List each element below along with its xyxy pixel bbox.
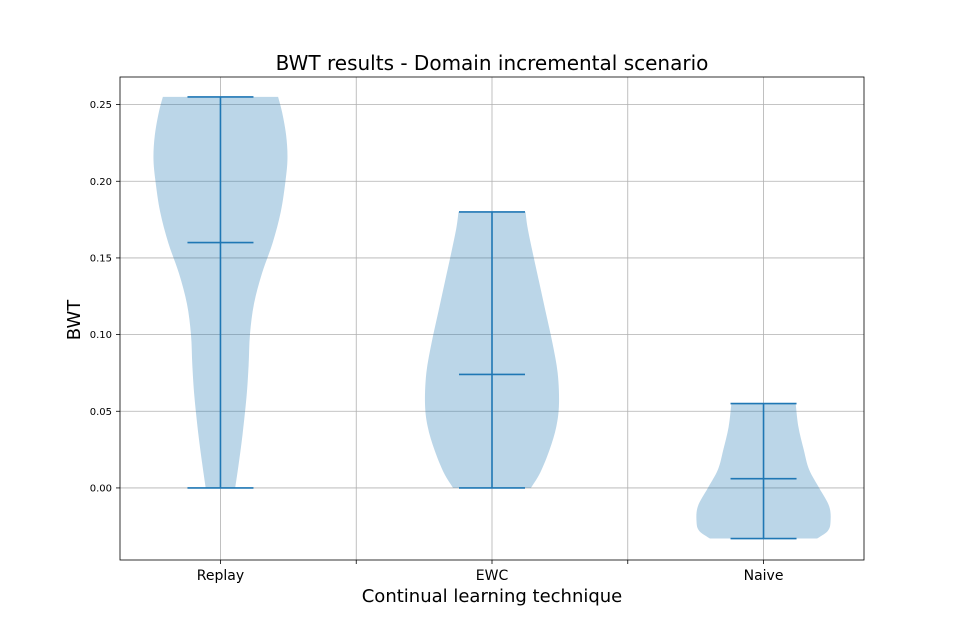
y-tick-label: 0.15	[90, 253, 112, 264]
y-axis-label: BWT	[64, 299, 85, 341]
x-tick-label-naive: Naive	[744, 568, 784, 584]
y-tick-label: 0.25	[90, 100, 112, 111]
plot-frame	[119, 76, 865, 561]
y-tick-label: 0.10	[90, 330, 112, 341]
x-tick-label-ewc: EWC	[476, 568, 509, 584]
y-tick-label: 0.20	[90, 177, 112, 188]
y-tick-label: 0.05	[90, 407, 112, 418]
x-axis-label: Continual learning technique	[362, 586, 623, 607]
y-tick-label: 0.00	[90, 483, 112, 494]
axis-layer: 0.00 0.05 0.10 0.15 0.20 0.25 Replay EWC Naive	[90, 76, 865, 584]
violin-layer	[153, 96, 831, 540]
chart-title: BWT results - Domain incremental scenari…	[276, 51, 709, 75]
x-tick-label-replay: Replay	[197, 568, 244, 584]
